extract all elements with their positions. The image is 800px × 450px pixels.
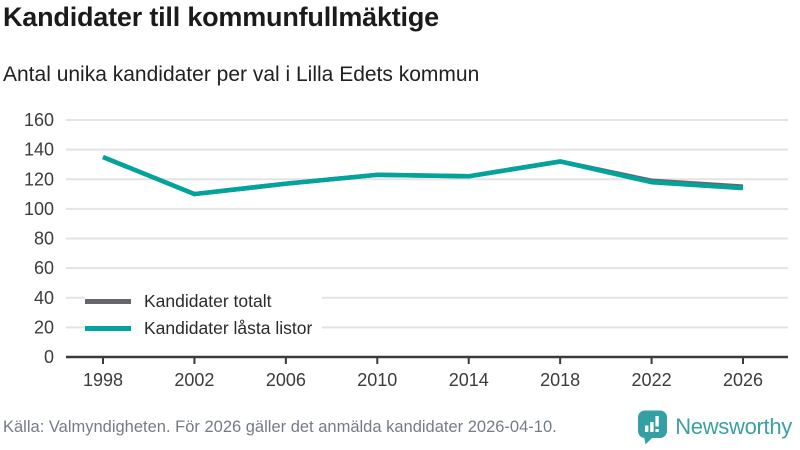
- y-tick-label: 140: [24, 140, 54, 160]
- legend-item-totalt: Kandidater totalt: [85, 288, 312, 315]
- y-tick-label: 20: [34, 317, 54, 337]
- y-tick-label: 60: [34, 258, 54, 278]
- legend-label-lasta-listor: Kandidater låsta listor: [144, 318, 313, 338]
- source-note: Källa: Valmyndigheten. För 2026 gäller d…: [3, 417, 557, 436]
- y-tick-label: 100: [24, 199, 54, 219]
- y-tick-label: 0: [44, 347, 54, 367]
- legend-swatch-lasta-listor: [85, 326, 131, 331]
- x-tick-label: 2018: [540, 370, 580, 390]
- chart-subtitle: Antal unika kandidater per val i Lilla E…: [3, 63, 480, 86]
- chart-footer: Källa: Valmyndigheten. För 2026 gäller d…: [0, 408, 800, 450]
- x-tick-label: 2006: [266, 370, 306, 390]
- x-tick-label: 2014: [449, 370, 489, 390]
- y-tick-label: 160: [24, 110, 54, 130]
- x-tick-label: 2026: [723, 370, 763, 390]
- y-tick-label: 120: [24, 169, 54, 189]
- x-tick-label: 1998: [83, 370, 123, 390]
- series-line-1: [102, 154, 744, 197]
- chart-legend: Kandidater totalt Kandidater låsta listo…: [85, 288, 323, 342]
- legend-swatch-totalt: [85, 299, 131, 304]
- y-tick-label: 80: [34, 229, 54, 249]
- newsworthy-logo-icon: [638, 410, 668, 445]
- newsworthy-logo-text: Newsworthy: [675, 414, 792, 439]
- newsworthy-logo: Newsworthy: [637, 409, 792, 445]
- legend-label-totalt: Kandidater totalt: [144, 291, 272, 311]
- x-tick-label: 2002: [174, 370, 214, 390]
- legend-item-lasta-listor: Kandidater låsta listor: [85, 315, 312, 342]
- x-tick-label: 2022: [632, 370, 672, 390]
- x-tick-label: 2010: [357, 370, 397, 390]
- y-tick-label: 40: [34, 288, 54, 308]
- page-title: Kandidater till kommunfullmäktige: [3, 2, 439, 32]
